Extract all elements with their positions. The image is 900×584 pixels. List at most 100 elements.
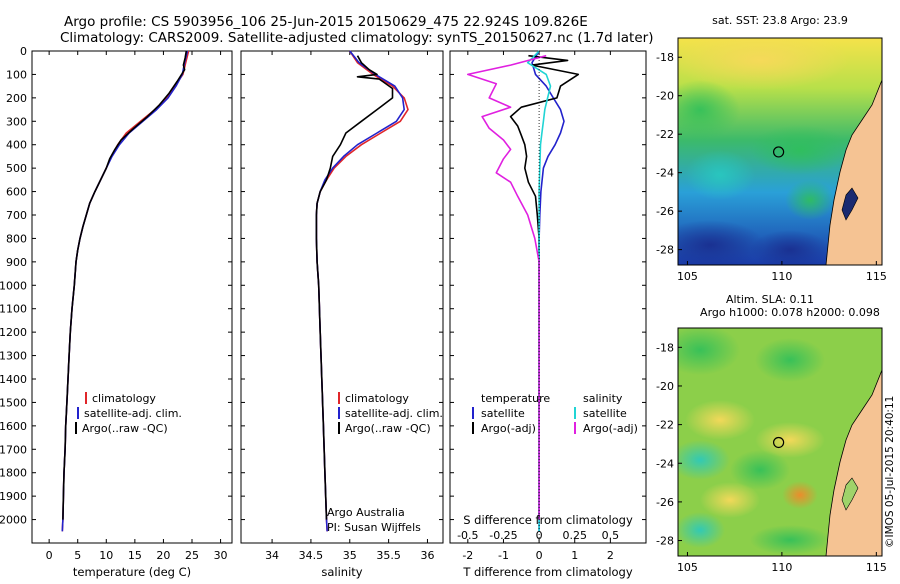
map-x-tick-label: 110 (771, 270, 792, 283)
x-tick-label: 35 (343, 549, 357, 562)
difference-x-ticks: -2 -1 0 1 2 (462, 51, 614, 562)
imos-credit: ©IMOS 05-Jul-2015 20:40:11 (884, 396, 896, 548)
x-tick-label-s: 0.25 (562, 529, 587, 542)
series-line-s-satellite (526, 50, 552, 532)
x-tick-label: 36 (420, 549, 434, 562)
depth-tick-label: 2000 (0, 514, 27, 527)
series-line-argo-raw-qc- (62, 50, 188, 520)
salinity-series (315, 50, 409, 532)
map-y-tick-label: -28 (656, 244, 674, 257)
sst-map-title: sat. SST: 23.8 Argo: 23.9 (712, 14, 848, 27)
series-line-satellite-adj-clim- (61, 50, 189, 532)
map-x-tick-label: 110 (771, 561, 792, 574)
difference-xlabel: T difference from climatology (462, 565, 633, 579)
x-tick-label: 30 (214, 549, 228, 562)
depth-tick-label: 700 (6, 209, 27, 222)
temperature-x-ticks: 0 5 10 15 20 25 30 (46, 51, 228, 562)
map-y-tick-label: -20 (656, 380, 674, 393)
sla-map-ticks: 105 110 115 -18 -20 -22 -24 -26 -28 (656, 341, 887, 574)
salinity-x-ticks: 34 34.5 35 35.5 36 (265, 51, 434, 562)
x-tick-label-s: -0.5 (457, 529, 478, 542)
legend-label-s-argo: Argo(-adj) (583, 422, 638, 435)
map-y-tick-label: -22 (656, 128, 674, 141)
depth-tick-label: 1700 (0, 443, 27, 456)
depth-tick-label: 1300 (0, 350, 27, 363)
map-y-tick-label: -28 (656, 535, 674, 548)
difference-legend: temperature salinity satellite Argo(-adj… (472, 392, 638, 435)
map-y-tick-label: -18 (656, 341, 674, 354)
x-tick-label-s: -0.25 (489, 529, 517, 542)
x-tick-label: -2 (462, 549, 473, 562)
map-y-tick-label: -26 (656, 496, 674, 509)
depth-tick-label: 0 (20, 45, 27, 58)
x-tick-label: 25 (185, 549, 199, 562)
legend-label-climatology: climatology (345, 392, 409, 405)
salinity-legend: climatology satellite-adj. clim. Argo(..… (338, 392, 443, 435)
legend-label-t-satellite: satellite (481, 407, 525, 420)
depth-tick-label: 1800 (0, 467, 27, 480)
series-line-climatology (61, 50, 190, 532)
depth-tick-label: 1400 (0, 373, 27, 386)
series-line-argo-raw-qc- (315, 55, 394, 520)
x-tick-label: 34 (265, 549, 279, 562)
depth-tick-label: 900 (6, 256, 27, 269)
map-x-tick-label: 105 (677, 561, 698, 574)
depth-tick-label: 800 (6, 232, 27, 245)
annotation-pi: PI: Susan Wijffels (327, 521, 421, 534)
sst-map-image (678, 38, 882, 265)
sla-map-title-1: Altim. SLA: 0.11 (726, 293, 814, 306)
x-tick-label: 35.5 (376, 549, 401, 562)
depth-tick-label: 1900 (0, 490, 27, 503)
x-tick-label: 15 (128, 549, 142, 562)
x-tick-label: 34.5 (299, 549, 324, 562)
salinity-axes (240, 50, 444, 544)
map-y-tick-label: -18 (656, 51, 674, 64)
depth-tick-label: 500 (6, 162, 27, 175)
depth-tick-label: 400 (6, 139, 27, 152)
legend-header-salinity: salinity (583, 392, 623, 405)
depth-tick-label: 300 (6, 115, 27, 128)
map-y-tick-label: -24 (656, 457, 674, 470)
depth-tick-label: 1600 (0, 420, 27, 433)
depth-tick-label: 1500 (0, 396, 27, 409)
x-tick-label: 0 (536, 549, 543, 562)
series-line-s-argo-adj- (467, 54, 547, 520)
depth-tick-label: 1000 (0, 279, 27, 292)
depth-tick-label: 1100 (0, 303, 27, 316)
depth-tick-label: 100 (6, 68, 27, 81)
legend-label-argo: Argo(..raw -QC) (82, 422, 168, 435)
x-tick-label-s: 0 (536, 529, 543, 542)
x-tick-label: 10 (99, 549, 113, 562)
depth-tick-label: 600 (6, 186, 27, 199)
map-x-tick-label: 115 (866, 561, 887, 574)
map-y-tick-label: -24 (656, 167, 674, 180)
depth-axis-ticks: 0 100 200 300 400 500 600 700 800 900 1000 1100 1200… (0, 45, 646, 527)
x-tick-label: -1 (498, 549, 509, 562)
sla-map-frame (677, 327, 883, 557)
salinity-diff-x-ticks: -0.5 -0.25 0 0.25 0.5 (457, 529, 619, 542)
difference-axes (449, 50, 647, 544)
legend-label-satellite: satellite-adj. clim. (345, 407, 443, 420)
legend-label-s-satellite: satellite (583, 407, 627, 420)
series-line-t-satellite (531, 50, 565, 532)
map-y-tick-label: -20 (656, 90, 674, 103)
map-x-tick-label: 115 (866, 270, 887, 283)
map-y-tick-label: -26 (656, 205, 674, 218)
australia-coast (825, 79, 882, 265)
x-tick-label: 5 (74, 549, 81, 562)
australia-coast (825, 369, 882, 556)
temperature-legend: climatology satellite-adj. clim. Argo(..… (75, 392, 182, 435)
legend-label-satellite: satellite-adj. clim. (84, 407, 182, 420)
legend-header-temperature: temperature (481, 392, 550, 405)
temperature-xlabel: temperature (deg C) (73, 565, 191, 579)
shark-bay (841, 187, 859, 221)
x-tick-label: 2 (607, 549, 614, 562)
sla-map-image (678, 328, 882, 556)
depth-tick-label: 200 (6, 92, 27, 105)
sst-map-frame (677, 37, 883, 266)
salinity-xlabel: salinity (321, 565, 362, 579)
sst-map-ticks: 105 110 115 -18 -20 -22 -24 -26 -28 (656, 51, 887, 283)
x-tick-label: 20 (156, 549, 170, 562)
map-y-tick-label: -22 (656, 419, 674, 432)
legend-label-t-argo: Argo(-adj) (481, 422, 536, 435)
